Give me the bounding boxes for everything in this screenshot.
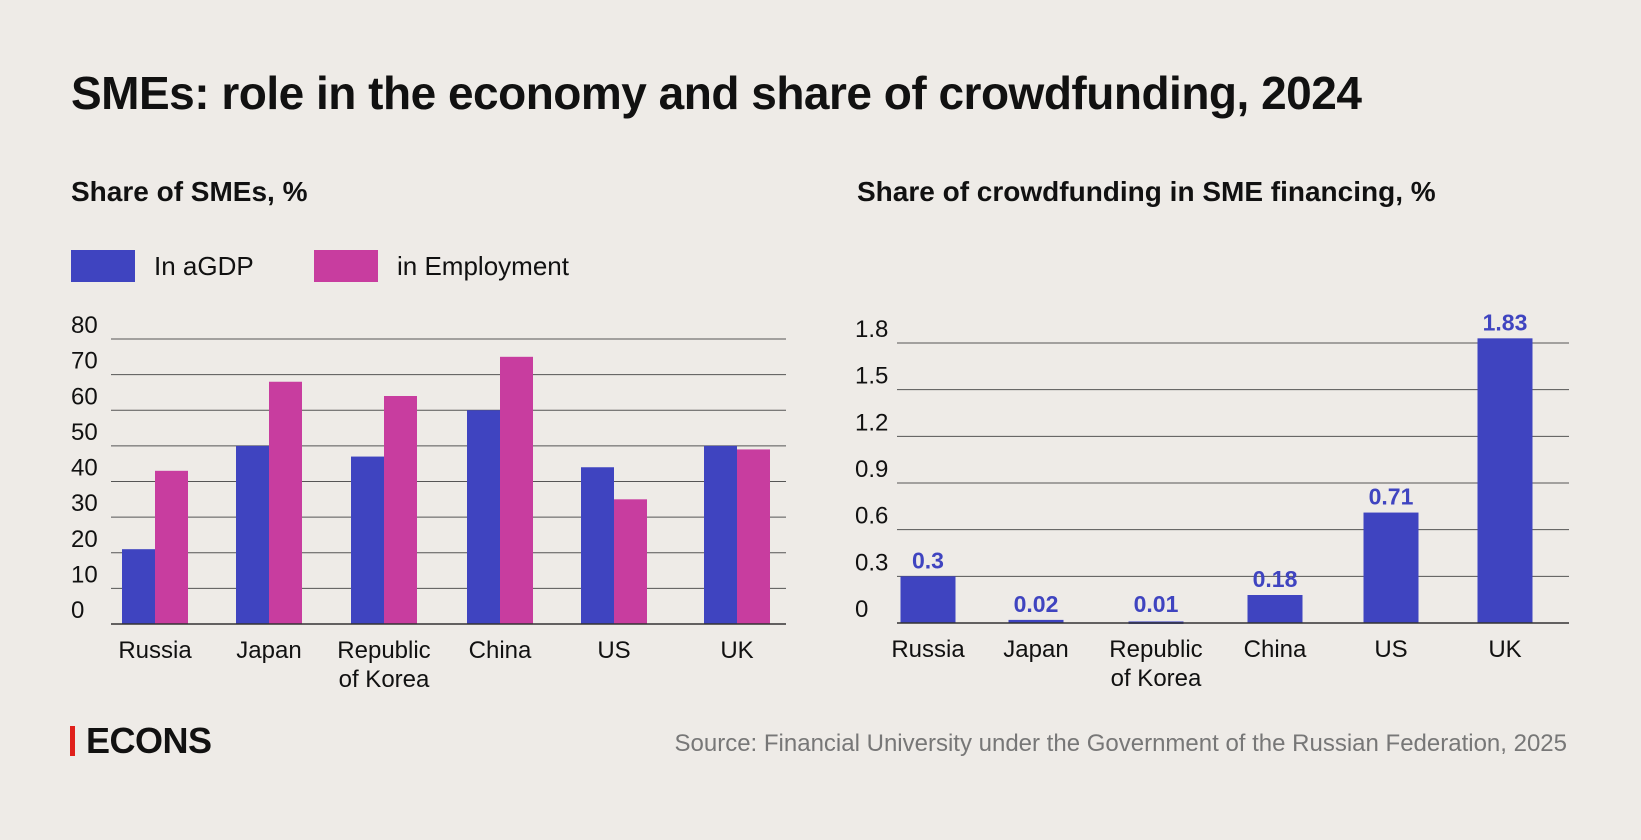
y-tick-label: 20 bbox=[71, 526, 98, 553]
category-label-republic-of-korea: Republic of Korea bbox=[1109, 636, 1202, 692]
bar-in-agdp-japan bbox=[236, 445, 269, 624]
category-label-republic-of-korea: Republic of Korea bbox=[337, 637, 430, 693]
y-tick-label: 0 bbox=[71, 597, 84, 624]
category-label-russia: Russia bbox=[118, 637, 192, 664]
bar-crowdfunding-japan bbox=[1008, 619, 1064, 623]
logo-text: ECONS bbox=[86, 720, 212, 761]
category-label-uk: UK bbox=[720, 637, 753, 664]
right-chart-title: Share of crowdfunding in SME financing, … bbox=[857, 176, 1436, 207]
left-chart-title: Share of SMEs, % bbox=[71, 176, 308, 207]
bar-crowdfunding-uk bbox=[1477, 338, 1533, 623]
category-label-russia: Russia bbox=[891, 636, 965, 663]
legend-label-employment: in Employment bbox=[397, 251, 569, 281]
y-tick-label: 1.2 bbox=[855, 409, 888, 436]
y-tick-label: 70 bbox=[71, 348, 98, 375]
y-tick-label: 30 bbox=[71, 490, 98, 517]
y-tick-label: 0 bbox=[855, 596, 868, 623]
chart-title: SMEs: role in the economy and share of c… bbox=[71, 67, 1362, 119]
y-tick-label: 0.3 bbox=[855, 549, 888, 576]
y-tick-label: 0.6 bbox=[855, 503, 888, 530]
data-label-russia: 0.3 bbox=[912, 547, 944, 573]
data-label-japan: 0.02 bbox=[1014, 591, 1059, 617]
source-note: Source: Financial University under the G… bbox=[674, 730, 1567, 757]
data-label-uk: 1.83 bbox=[1483, 309, 1528, 335]
category-label-uk: UK bbox=[1488, 636, 1521, 663]
y-tick-label: 50 bbox=[71, 419, 98, 446]
y-tick-label: 1.8 bbox=[855, 316, 888, 343]
data-label-republic-of-korea: 0.01 bbox=[1134, 591, 1179, 617]
bar-in-employment-china bbox=[500, 356, 533, 624]
bar-in-agdp-china bbox=[467, 410, 500, 624]
category-label-china: China bbox=[1244, 636, 1307, 663]
bar-in-employment-japan bbox=[269, 381, 302, 624]
y-tick-label: 10 bbox=[71, 561, 98, 588]
category-label-us: US bbox=[1374, 636, 1407, 663]
y-tick-label: 0.9 bbox=[855, 456, 888, 483]
y-tick-label: 60 bbox=[71, 383, 98, 410]
bar-in-employment-uk bbox=[737, 449, 770, 624]
category-label-us: US bbox=[597, 637, 630, 664]
data-label-us: 0.71 bbox=[1369, 484, 1414, 510]
category-label-japan: Japan bbox=[236, 637, 301, 664]
data-label-china: 0.18 bbox=[1253, 566, 1298, 592]
legend-swatch-agdp bbox=[71, 250, 135, 282]
y-tick-label: 1.5 bbox=[855, 363, 888, 390]
logo-accent-bar bbox=[70, 726, 75, 756]
y-tick-label: 80 bbox=[71, 312, 98, 339]
bar-in-employment-russia bbox=[155, 470, 188, 624]
bar-in-agdp-us bbox=[581, 467, 614, 624]
bar-in-employment-us bbox=[614, 499, 647, 624]
bar-in-employment-republic-of-korea bbox=[384, 396, 417, 624]
category-label-japan: Japan bbox=[1003, 636, 1068, 663]
bar-in-agdp-russia bbox=[122, 549, 155, 624]
bar-crowdfunding-china bbox=[1247, 595, 1303, 623]
legend-swatch-employment bbox=[314, 250, 378, 282]
category-label-china: China bbox=[469, 637, 532, 664]
bar-in-agdp-uk bbox=[704, 445, 737, 624]
y-tick-label: 40 bbox=[71, 455, 98, 482]
bar-in-agdp-republic-of-korea bbox=[351, 456, 384, 624]
bar-crowdfunding-russia bbox=[900, 576, 956, 623]
bar-crowdfunding-us bbox=[1363, 512, 1419, 623]
legend-label-agdp: In aGDP bbox=[154, 251, 254, 281]
